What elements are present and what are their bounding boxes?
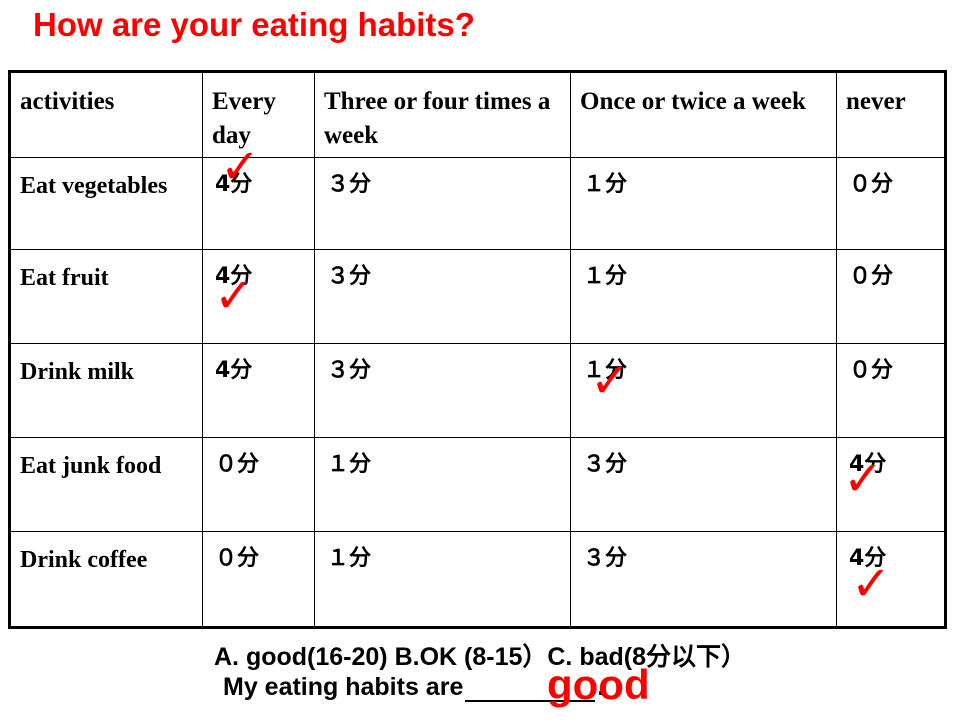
table-header-row: activities Every day Three or four times… xyxy=(8,70,947,158)
score-cell: ０分 xyxy=(202,531,315,629)
column-header: Every day xyxy=(202,70,315,158)
sentence-prefix: My eating habits are xyxy=(223,673,464,701)
answer-text: good xyxy=(547,661,650,708)
score-cell: １分 xyxy=(570,157,837,250)
score-cell: 4分 xyxy=(836,437,947,532)
column-header: Three or four times a week xyxy=(314,70,571,158)
score-cell: ０分 xyxy=(836,157,947,250)
activity-label: Eat fruit xyxy=(8,249,203,344)
score-cell: 4分 xyxy=(202,343,315,438)
activity-label: Drink coffee xyxy=(8,531,203,629)
answer-blank xyxy=(465,676,596,702)
column-header: activities xyxy=(8,70,203,158)
sentence-suffix: . xyxy=(597,673,605,701)
score-cell: ３分 xyxy=(314,343,571,438)
score-cell: ０分 xyxy=(202,437,315,532)
checkmark-icon: ✓ xyxy=(214,268,255,324)
table-row: Eat fruit 4分 ３分 １分 ０分 xyxy=(8,249,947,344)
eating-habits-table: activities Every day Three or four times… xyxy=(8,70,947,629)
score-cell: １分 xyxy=(570,343,837,438)
table-row: Drink milk 4分 ３分 １分 ０分 xyxy=(8,343,947,438)
column-header: never xyxy=(836,70,947,158)
score-cell: ０分 xyxy=(836,249,947,344)
column-header: Once or twice a week xyxy=(570,70,837,158)
eating-habits-sentence: My eating habits are. xyxy=(223,673,604,702)
page-title: How are your eating habits? xyxy=(33,6,475,43)
score-cell: 4分 xyxy=(202,249,315,344)
score-cell: ０分 xyxy=(836,343,947,438)
activity-label: Eat junk food xyxy=(8,437,203,532)
activity-label: Drink milk xyxy=(8,343,203,438)
score-cell: １分 xyxy=(314,437,571,532)
checkmark-icon: ✓ xyxy=(590,353,631,409)
checkmark-icon: ✓ xyxy=(851,556,892,612)
score-cell: １分 xyxy=(570,249,837,344)
table-row: Eat vegetables 4分 ３分 １分 ０分 xyxy=(8,157,947,250)
score-cell: 4分 xyxy=(836,531,947,629)
score-cell: ３分 xyxy=(314,249,571,344)
checkmark-icon: ✓ xyxy=(220,139,261,195)
activity-label: Eat vegetables xyxy=(8,157,203,250)
table-row: Drink coffee ０分 １分 ３分 4分 xyxy=(8,531,947,629)
score-cell: ３分 xyxy=(570,531,837,629)
score-cell: ３分 xyxy=(570,437,837,532)
score-cell: １分 xyxy=(314,531,571,629)
score-ranges-text: A. good(16-20) B.OK (8-15）C. bad(8分以下） xyxy=(214,643,746,671)
checkmark-icon: ✓ xyxy=(843,451,884,507)
score-cell: ３分 xyxy=(314,157,571,250)
table-row: Eat junk food ０分 １分 ３分 4分 xyxy=(8,437,947,532)
